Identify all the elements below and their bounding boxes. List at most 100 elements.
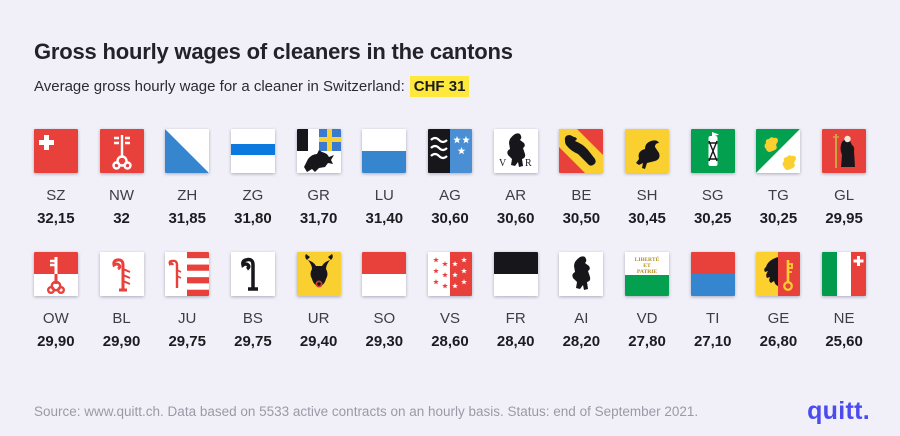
- canton-cell-ow: OW 29,90: [23, 252, 89, 349]
- flag-sh-icon: [625, 129, 670, 174]
- canton-code: NW: [109, 187, 135, 205]
- canton-code: LU: [374, 187, 394, 205]
- header: Gross hourly wages of cleaners in the ca…: [0, 0, 900, 98]
- canton-code: SG: [701, 187, 724, 205]
- canton-code: VD: [636, 310, 658, 328]
- canton-grid-row-2: OW 29,90 BL 29,90 JU 29,75 BS 29,75 UR 29,40 SO 29,…: [0, 252, 900, 349]
- canton-wage-value: 29,90: [102, 333, 141, 351]
- canton-wage-value: 29,75: [234, 333, 272, 351]
- flag-zh-icon: [165, 129, 210, 174]
- canton-code: AI: [574, 310, 589, 328]
- flag-vs-icon: [427, 252, 472, 297]
- flag-lu-icon: [362, 129, 407, 174]
- canton-wage-value: 31,85: [168, 210, 206, 228]
- canton-wage-value: 32,15: [37, 210, 75, 228]
- canton-cell-nw: NW 32: [89, 129, 155, 226]
- canton-cell-tg: TG 30,25: [746, 129, 812, 226]
- canton-code: TI: [706, 310, 720, 328]
- canton-wage-value: 29,90: [37, 333, 75, 351]
- canton-code: AR: [505, 187, 527, 205]
- svg-text:PATRIE: PATRIE: [637, 269, 658, 275]
- canton-wage-value: 31,80: [234, 210, 272, 228]
- canton-code: UR: [307, 310, 330, 328]
- flag-so-icon: [362, 252, 407, 297]
- canton-cell-sg: SG 30,25: [680, 129, 746, 226]
- canton-cell-lu: LU 31,40: [351, 129, 417, 226]
- canton-code: BE: [571, 187, 592, 205]
- canton-wage-value: 29,40: [299, 333, 338, 351]
- canton-cell-ar: V R AR 30,60: [483, 129, 549, 226]
- flag-vd-icon: LIBERTÉ ET PATRIE: [625, 252, 670, 297]
- flag-ne-icon: [822, 252, 867, 297]
- canton-cell-ur: UR 29,40: [286, 252, 352, 349]
- canton-code: TG: [767, 187, 789, 205]
- flag-fr-icon: [493, 252, 538, 297]
- canton-cell-vd: LIBERTÉ ET PATRIE VD 27,80: [614, 252, 680, 349]
- canton-code: SO: [373, 310, 396, 328]
- canton-cell-gr: GR 31,70: [286, 129, 352, 226]
- canton-wage-value: 31,40: [365, 210, 404, 228]
- canton-code: AG: [439, 187, 461, 205]
- flag-ju-icon: [165, 252, 210, 297]
- canton-wage-value: 30,45: [628, 210, 666, 228]
- canton-wage-value: 26,80: [759, 333, 798, 351]
- canton-wage-value: 29,75: [168, 333, 206, 351]
- canton-wage-value: 31,70: [299, 210, 338, 228]
- canton-cell-zh: ZH 31,85: [154, 129, 220, 226]
- flag-ow-icon: [33, 252, 78, 297]
- flag-nw-icon: [99, 129, 144, 174]
- flag-bl-icon: [99, 252, 144, 297]
- flag-bs-icon: [230, 252, 275, 297]
- canton-wage-value: 30,50: [562, 210, 601, 228]
- canton-code: SZ: [46, 187, 66, 205]
- flag-gl-icon: [822, 129, 867, 174]
- canton-code: ZH: [177, 187, 198, 205]
- canton-grid-row-1: SZ 32,15 NW 32 ZH 31,85 ZG 31,80 GR 31,70 LU 31,40 A…: [0, 129, 900, 226]
- canton-code: FR: [505, 310, 526, 328]
- page-title: Gross hourly wages of cleaners in the ca…: [34, 39, 513, 64]
- canton-cell-ti: TI 27,10: [680, 252, 746, 349]
- flag-gr-icon: [296, 129, 341, 174]
- canton-code: JU: [178, 310, 197, 328]
- canton-wage-value: 30,25: [759, 210, 798, 228]
- canton-wage-value: 27,80: [628, 333, 666, 351]
- flag-ti-icon: [690, 252, 735, 297]
- flag-tg-icon: [756, 129, 801, 174]
- canton-wage-value: 30,60: [496, 210, 535, 228]
- canton-cell-fr: FR 28,40: [483, 252, 549, 349]
- footer: Source: www.quitt.ch. Data based on 5533…: [34, 399, 870, 424]
- canton-wage-value: 25,60: [825, 333, 863, 351]
- canton-wage-value: 27,10: [693, 333, 732, 351]
- canton-cell-be: BE 30,50: [549, 129, 615, 226]
- canton-code: GL: [834, 187, 855, 205]
- flag-ai-icon: [559, 252, 604, 297]
- flag-zg-icon: [230, 129, 275, 174]
- canton-wage-value: 32: [113, 210, 130, 228]
- canton-code: BL: [112, 310, 131, 328]
- canton-wage-value: 30,25: [693, 210, 732, 228]
- canton-cell-gl: GL 29,95: [811, 129, 877, 226]
- canton-cell-so: SO 29,30: [351, 252, 417, 349]
- canton-cell-ge: GE 26,80: [746, 252, 812, 349]
- flag-ur-icon: [296, 252, 341, 297]
- canton-code: NE: [833, 310, 855, 328]
- canton-cell-ju: JU 29,75: [154, 252, 220, 349]
- canton-wage-value: 30,60: [431, 210, 469, 228]
- subtitle: Average gross hourly wage for a cleaner …: [34, 76, 866, 98]
- flag-be-icon: [559, 129, 604, 174]
- canton-cell-ai: AI 28,20: [549, 252, 615, 349]
- average-wage-badge: CHF 31: [409, 76, 470, 98]
- flag-ag-icon: [427, 129, 472, 174]
- canton-code: OW: [42, 310, 69, 328]
- canton-cell-bs: BS 29,75: [220, 252, 286, 349]
- canton-cell-zg: ZG 31,80: [220, 129, 286, 226]
- canton-code: VS: [439, 310, 460, 328]
- canton-wage-value: 29,30: [365, 333, 404, 351]
- canton-cell-vs: VS 28,60: [417, 252, 483, 349]
- flag-sz-icon: [33, 129, 78, 174]
- canton-wage-value: 29,95: [825, 210, 863, 228]
- svg-text:LIBERTÉ: LIBERTÉ: [635, 255, 660, 263]
- canton-code: GR: [307, 187, 330, 205]
- canton-cell-bl: BL 29,90: [89, 252, 155, 349]
